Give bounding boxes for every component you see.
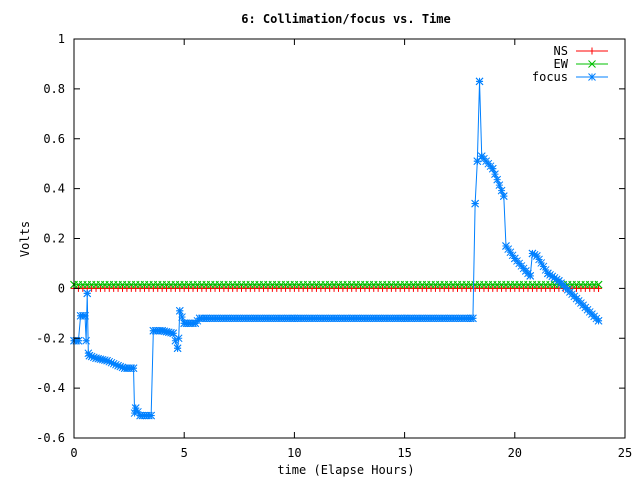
legend-label-focus: focus (532, 70, 568, 84)
data-point (84, 290, 91, 297)
data-point (502, 242, 509, 249)
y-tick-label: -0.6 (36, 431, 65, 445)
data-point (533, 252, 540, 259)
data-point (175, 335, 182, 342)
x-tick-label: 5 (181, 446, 188, 460)
data-point (203, 315, 210, 322)
legend-marker-ns (589, 48, 596, 55)
chart: 6: Collimation/focus vs. Time 0 5 10 15 20 25… (0, 0, 640, 480)
data-point (132, 405, 139, 412)
data-point (178, 314, 185, 321)
y-tick-label: 0.4 (43, 182, 65, 196)
series-ew (71, 281, 603, 288)
series-focus (71, 78, 603, 419)
data-point (401, 315, 408, 322)
chart-title: 6: Collimation/focus vs. Time (241, 12, 451, 26)
y-tick-label: 1 (58, 32, 65, 46)
data-point (137, 412, 144, 419)
legend-marker-focus (589, 74, 596, 81)
data-point (489, 165, 496, 172)
data-point (291, 315, 298, 322)
data-point (93, 355, 100, 362)
y-axis-label: Volts (18, 221, 32, 257)
data-point (196, 315, 203, 322)
y-tick-label: -0.2 (36, 331, 65, 345)
data-point (544, 270, 551, 277)
y-tick-label: 0.6 (43, 132, 65, 146)
x-tick-label: 0 (70, 446, 77, 460)
data-point (185, 320, 192, 327)
y-tick-label: 0 (58, 281, 65, 295)
data-point (176, 307, 183, 314)
data-point (82, 312, 89, 319)
y-tick-label: 0.8 (43, 82, 65, 96)
data-point (472, 200, 479, 207)
y-tick-label: -0.4 (36, 381, 65, 395)
data-point (478, 153, 485, 160)
legend-label-ew: EW (554, 57, 569, 71)
x-tick-label: 15 (397, 446, 411, 460)
data-point (500, 193, 507, 200)
data-point (174, 345, 181, 352)
data-point (148, 412, 155, 419)
data-point (104, 357, 111, 364)
data-point (150, 327, 157, 334)
data-point (130, 365, 137, 372)
x-tick-label: 20 (508, 446, 522, 460)
x-tick-label: 10 (287, 446, 301, 460)
y-tick-label: 0.2 (43, 232, 65, 246)
x-tick-label: 25 (618, 446, 632, 460)
legend-label-ns: NS (554, 44, 568, 58)
data-point (83, 337, 90, 344)
data-point (469, 315, 476, 322)
x-axis-label: time (Elapse Hours) (277, 463, 414, 477)
data-point (527, 272, 534, 279)
data-point (86, 352, 93, 359)
data-point (595, 317, 602, 324)
data-point (115, 362, 122, 369)
plot-border (74, 39, 625, 438)
series-line-focus (74, 81, 599, 415)
data-point (476, 78, 483, 85)
data-point (555, 277, 562, 284)
data-point (511, 255, 518, 262)
data-point (159, 327, 166, 334)
